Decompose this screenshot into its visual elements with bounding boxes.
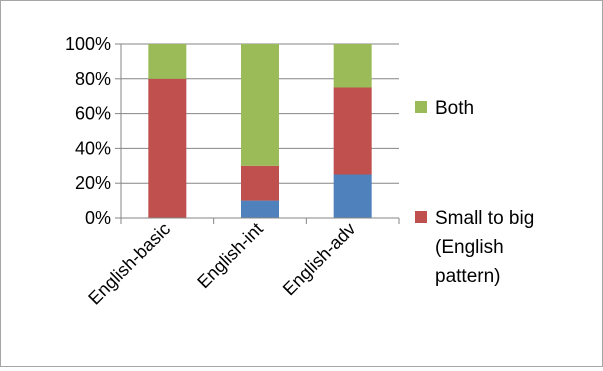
bar-segment (148, 44, 187, 79)
legend-label: Both (435, 98, 474, 119)
x-category-label: English-basic (84, 219, 174, 309)
bar-segment (333, 87, 372, 175)
legend-swatch (415, 211, 427, 223)
legend-label: (English (435, 237, 504, 258)
y-tick-label: 100% (65, 34, 111, 54)
y-tick-label: 0% (85, 208, 111, 228)
legend-swatch (415, 101, 427, 113)
legend: Both Small to big (English pattern) (415, 98, 534, 287)
bar-segment (241, 165, 279, 201)
bar-segment (333, 174, 372, 218)
legend-label: pattern) (435, 266, 500, 287)
bar-segment (333, 44, 372, 88)
x-category-label: English-adv (279, 219, 360, 300)
x-category-label: English-int (193, 219, 267, 293)
bar-segment (241, 44, 279, 166)
bar-segment (148, 78, 187, 218)
y-tick-label: 80% (75, 69, 111, 89)
bar-segment (241, 200, 279, 218)
legend-label: Small to big (435, 208, 534, 229)
y-tick-label: 20% (75, 173, 111, 193)
y-tick-label: 40% (75, 138, 111, 158)
bars (148, 44, 372, 218)
y-tick-label: 60% (75, 104, 111, 124)
